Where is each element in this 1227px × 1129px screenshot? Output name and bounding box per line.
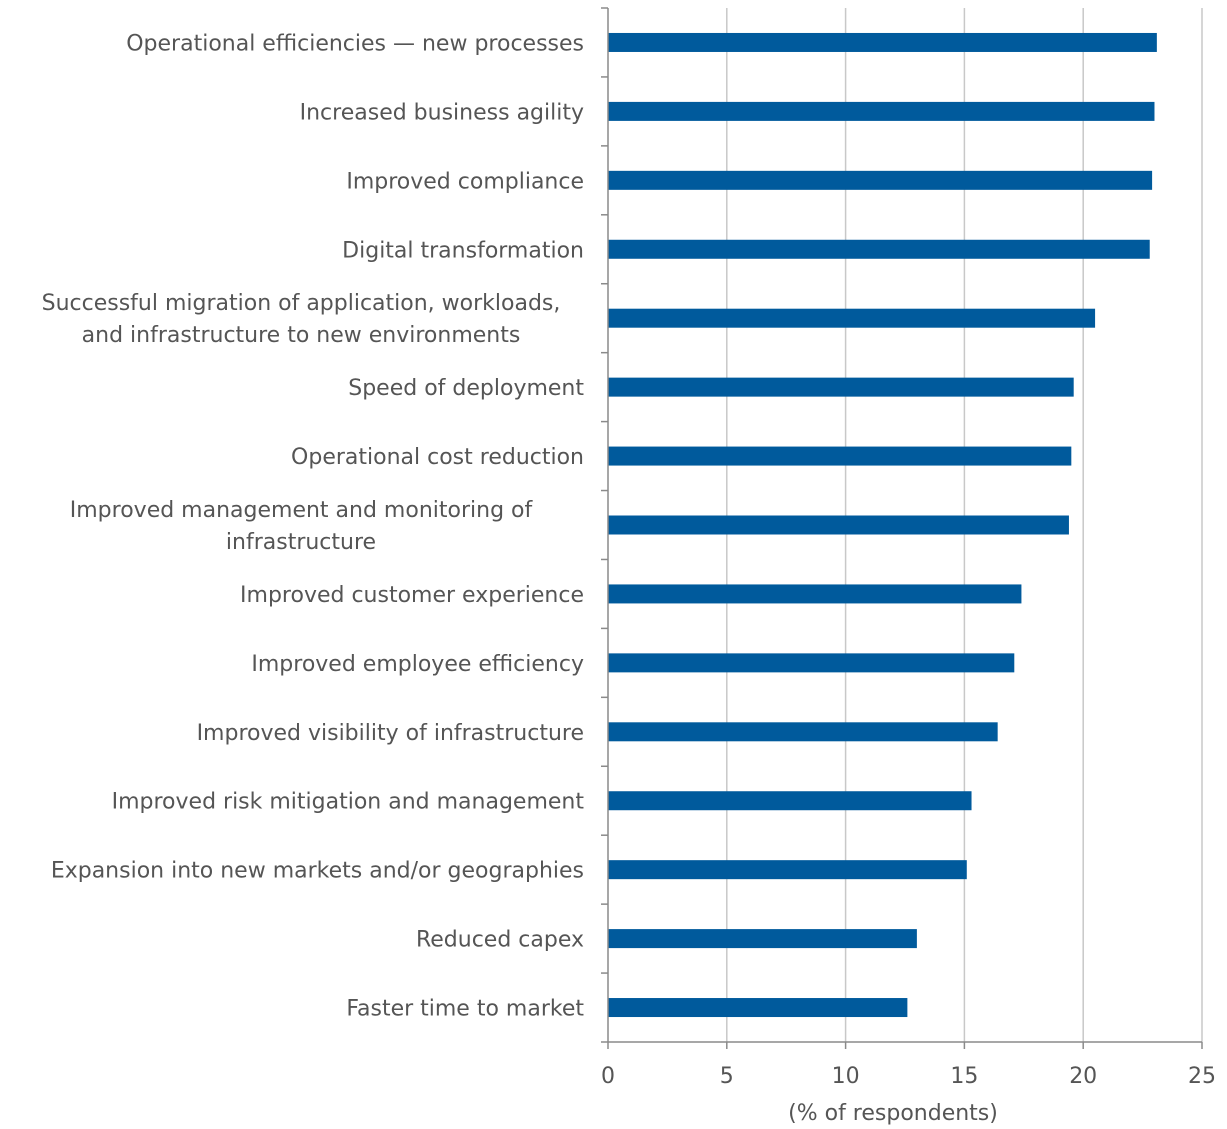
x-tick-label-0: 0 <box>601 1064 615 1089</box>
bar-12 <box>608 791 972 811</box>
category-label-line: infrastructure <box>226 530 376 555</box>
category-label-6: Speed of deployment <box>348 376 584 401</box>
bar-7 <box>608 446 1072 466</box>
category-label-3: Improved compliance <box>346 169 584 194</box>
bar-1 <box>608 32 1157 52</box>
x-tick-label-5: 5 <box>720 1064 734 1089</box>
category-label-12: Improved risk mitigation and management <box>112 790 585 815</box>
category-label-2: Increased business agility <box>300 100 584 125</box>
category-label-11: Improved visibility of infrastructure <box>197 721 584 746</box>
category-label-5: Successful migration of application, wor… <box>42 291 561 348</box>
bar-9 <box>608 584 1022 604</box>
tick-labels: 0 5 10 15 20 25 <box>601 1064 1216 1089</box>
category-label-4: Digital transformation <box>342 238 584 263</box>
category-label-1: Operational efficiencies — new processes <box>126 31 584 56</box>
bar-3 <box>608 170 1153 190</box>
bar-8 <box>608 515 1069 535</box>
axes <box>601 7 1203 1049</box>
bar-11 <box>608 722 998 742</box>
category-label-line: Successful migration of application, wor… <box>42 291 561 316</box>
category-label-13: Expansion into new markets and/or geogra… <box>51 859 584 884</box>
category-label-7: Operational cost reduction <box>291 445 584 470</box>
category-labels: Operational efficiencies — new processes… <box>42 31 585 1021</box>
bars <box>608 32 1157 1018</box>
category-label-14: Reduced capex <box>416 928 584 953</box>
category-label-9: Improved customer experience <box>240 583 584 608</box>
bar-4 <box>608 239 1150 259</box>
bar-6 <box>608 377 1074 397</box>
x-axis-title: (% of respondents) <box>788 1101 998 1126</box>
category-label-line: Improved management and monitoring of <box>70 498 534 523</box>
category-label-8: Improved management and monitoring of inf… <box>70 498 534 555</box>
bar-10 <box>608 653 1015 673</box>
category-label-10: Improved employee efficiency <box>251 652 584 677</box>
bar-5 <box>608 308 1096 328</box>
category-label-line: and infrastructure to new environments <box>82 323 521 348</box>
x-tick-label-15: 15 <box>950 1064 978 1089</box>
bar-14 <box>608 929 917 949</box>
bar-15 <box>608 998 908 1018</box>
category-label-15: Faster time to market <box>346 997 584 1022</box>
x-tick-label-10: 10 <box>832 1064 860 1089</box>
bar-2 <box>608 101 1155 121</box>
bar-13 <box>608 860 967 880</box>
x-tick-label-25: 25 <box>1188 1064 1216 1089</box>
x-tick-label-20: 20 <box>1069 1064 1097 1089</box>
